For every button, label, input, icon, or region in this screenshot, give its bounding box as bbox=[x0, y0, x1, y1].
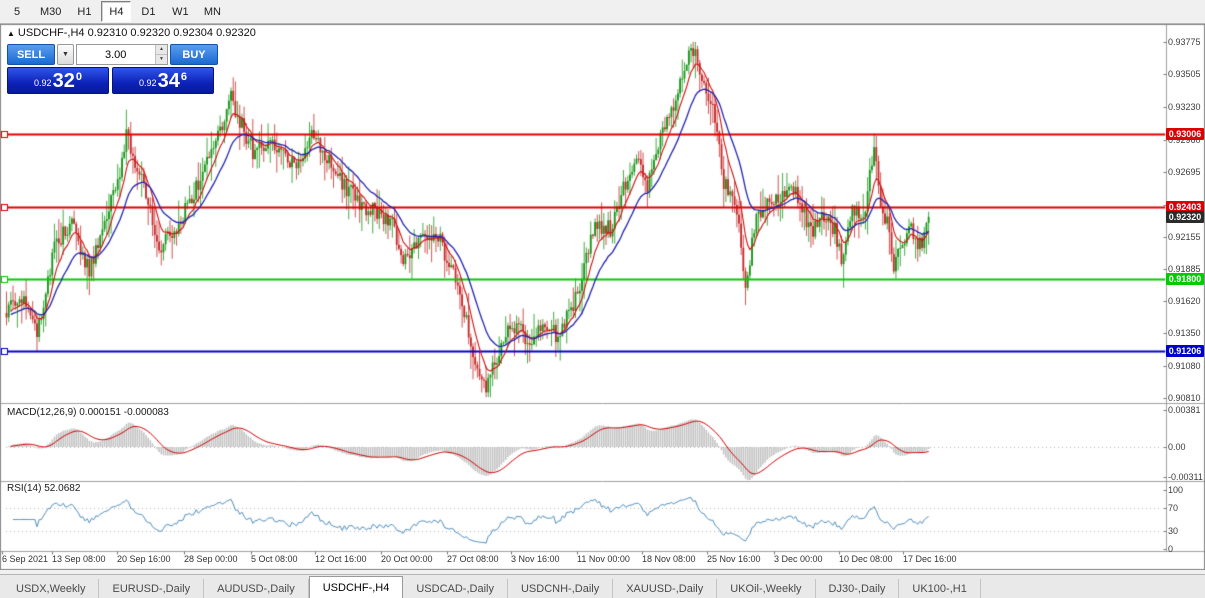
volume-field: ▲ ▼ bbox=[76, 44, 168, 65]
date-tick: 25 Nov 16:00 bbox=[707, 554, 761, 564]
buy-button[interactable]: BUY bbox=[170, 44, 218, 65]
spinner-down-icon[interactable]: ▼ bbox=[156, 54, 167, 64]
price-tick: 0.91885 bbox=[1168, 264, 1201, 275]
rsi-tick: 0 bbox=[1168, 544, 1174, 554]
price-tick: 0.90810 bbox=[1168, 393, 1201, 404]
timeframe-5[interactable]: 5 bbox=[13, 5, 21, 18]
chart-symbol: USDCHF-,H4 bbox=[17, 27, 85, 39]
chart-tab-dj30-daily[interactable]: DJ30-,Daily bbox=[816, 579, 900, 598]
chart-tab-uk100-h1[interactable]: UK100-,H1 bbox=[899, 579, 981, 598]
price-tick: 0.93775 bbox=[1168, 36, 1201, 47]
buy-price-big: 34 bbox=[157, 70, 180, 92]
date-tick: 3 Dec 00:00 bbox=[774, 554, 823, 564]
rsi-label: RSI(14) 52.0682 bbox=[7, 483, 81, 494]
chart-title: ▲ USDCHF-,H4 0.92310 0.92320 0.92304 0.92… bbox=[7, 27, 256, 39]
price-tick: 0.93505 bbox=[1168, 69, 1201, 80]
hline-price-tag: 0.92403 bbox=[1166, 200, 1204, 213]
sell-price-prefix: 0.92 bbox=[34, 78, 52, 88]
macd-tick: -0.00311 bbox=[1168, 472, 1203, 482]
macd-label: MACD(12,26,9) 0.000151 -0.000083 bbox=[7, 407, 169, 418]
volume-spinner: ▲ ▼ bbox=[155, 45, 167, 64]
symbol-arrow-icon: ▲ bbox=[7, 29, 15, 38]
chart-tab-bar: USDX,Weekly EURUSD-,Daily AUDUSD-,Daily USD… bbox=[0, 574, 1205, 598]
date-tick: 17 Dec 16:00 bbox=[903, 554, 957, 564]
chart-tab-xauusd-daily[interactable]: XAUUSD-,Daily bbox=[613, 579, 718, 598]
timeframe-toolbar: 5 M30 H1 H4 D1 W1 MN bbox=[0, 0, 1205, 24]
hline-price-tag: 0.93006 bbox=[1166, 128, 1204, 141]
chart-tab-usdcnh-daily[interactable]: USDCNH-,Daily bbox=[508, 579, 614, 598]
date-tick: 12 Oct 16:00 bbox=[315, 554, 367, 564]
rsi-tick: 100 bbox=[1168, 485, 1184, 495]
buy-price-prefix: 0.92 bbox=[139, 78, 157, 88]
macd-tick: 0.00 bbox=[1168, 441, 1186, 452]
hline-price-tag: 0.91800 bbox=[1166, 273, 1204, 286]
chart-window: ▲ USDCHF-,H4 0.92310 0.92320 0.92304 0.92… bbox=[0, 24, 1205, 570]
volume-dropdown-button[interactable]: ▼ bbox=[57, 44, 74, 65]
hline-price-tag: 0.91206 bbox=[1166, 344, 1204, 357]
sell-button[interactable]: SELL bbox=[7, 44, 55, 65]
current-price-tag: 0.92320 bbox=[1166, 210, 1204, 223]
spinner-up-icon[interactable]: ▲ bbox=[156, 45, 167, 54]
chart-tab-usdchf-h4[interactable]: USDCHF-,H4 bbox=[308, 576, 404, 598]
date-tick: 11 Nov 00:00 bbox=[577, 554, 630, 564]
date-tick: 13 Sep 08:00 bbox=[52, 554, 106, 564]
date-tick: 18 Nov 08:00 bbox=[642, 554, 696, 564]
timeframe-w1[interactable]: W1 bbox=[172, 5, 189, 18]
date-tick: 20 Oct 00:00 bbox=[381, 554, 433, 564]
chart-ohlc: 0.92310 0.92320 0.92304 0.92320 bbox=[87, 27, 256, 39]
price-tick: 0.92155 bbox=[1168, 231, 1201, 242]
timeframe-h4[interactable]: H4 bbox=[101, 1, 132, 22]
chart-tab-ukoil-weekly[interactable]: UKOil-,Weekly bbox=[717, 579, 816, 598]
rsi-tick: 30 bbox=[1168, 526, 1179, 537]
sell-price-big: 32 bbox=[52, 70, 75, 92]
buy-price-panel[interactable]: 0.92 34 6 bbox=[112, 67, 214, 94]
timeframe-h1[interactable]: H1 bbox=[77, 5, 92, 18]
price-chart-canvas[interactable] bbox=[0, 24, 1205, 570]
price-tick: 0.91350 bbox=[1168, 328, 1201, 339]
chevron-down-icon: ▼ bbox=[62, 51, 69, 58]
date-tick: 10 Dec 08:00 bbox=[839, 554, 893, 564]
chart-tab-eurusd-daily[interactable]: EURUSD-,Daily bbox=[99, 579, 205, 598]
price-tick: 0.92695 bbox=[1168, 166, 1201, 177]
chart-tab-usdx-weekly[interactable]: USDX,Weekly bbox=[3, 579, 100, 598]
macd-tick: 0.00381 bbox=[1168, 405, 1201, 415]
date-tick: 5 Oct 08:00 bbox=[251, 554, 298, 564]
volume-input[interactable] bbox=[77, 48, 155, 61]
price-tick: 0.93230 bbox=[1168, 102, 1201, 113]
timeframe-m30[interactable]: M30 bbox=[40, 5, 62, 18]
sell-price-sup: 0 bbox=[75, 71, 82, 83]
sell-price-panel[interactable]: 0.92 32 0 bbox=[7, 67, 109, 94]
date-tick: 6 Sep 2021 bbox=[2, 554, 49, 564]
date-tick: 20 Sep 16:00 bbox=[117, 554, 171, 564]
rsi-tick: 70 bbox=[1168, 502, 1179, 513]
date-tick: 27 Oct 08:00 bbox=[447, 554, 499, 564]
timeframe-d1[interactable]: D1 bbox=[141, 5, 156, 18]
price-tick: 0.91080 bbox=[1168, 360, 1201, 371]
price-tick: 0.91620 bbox=[1168, 295, 1201, 306]
chart-tab-usdcad-daily[interactable]: USDCAD-,Daily bbox=[403, 579, 508, 598]
buy-price-sup: 6 bbox=[180, 71, 187, 83]
chart-tab-audusd-daily[interactable]: AUDUSD-,Daily bbox=[204, 579, 309, 598]
timeframe-mn[interactable]: MN bbox=[203, 5, 221, 18]
date-tick: 28 Sep 00:00 bbox=[184, 554, 238, 564]
date-tick: 3 Nov 16:00 bbox=[511, 554, 560, 564]
